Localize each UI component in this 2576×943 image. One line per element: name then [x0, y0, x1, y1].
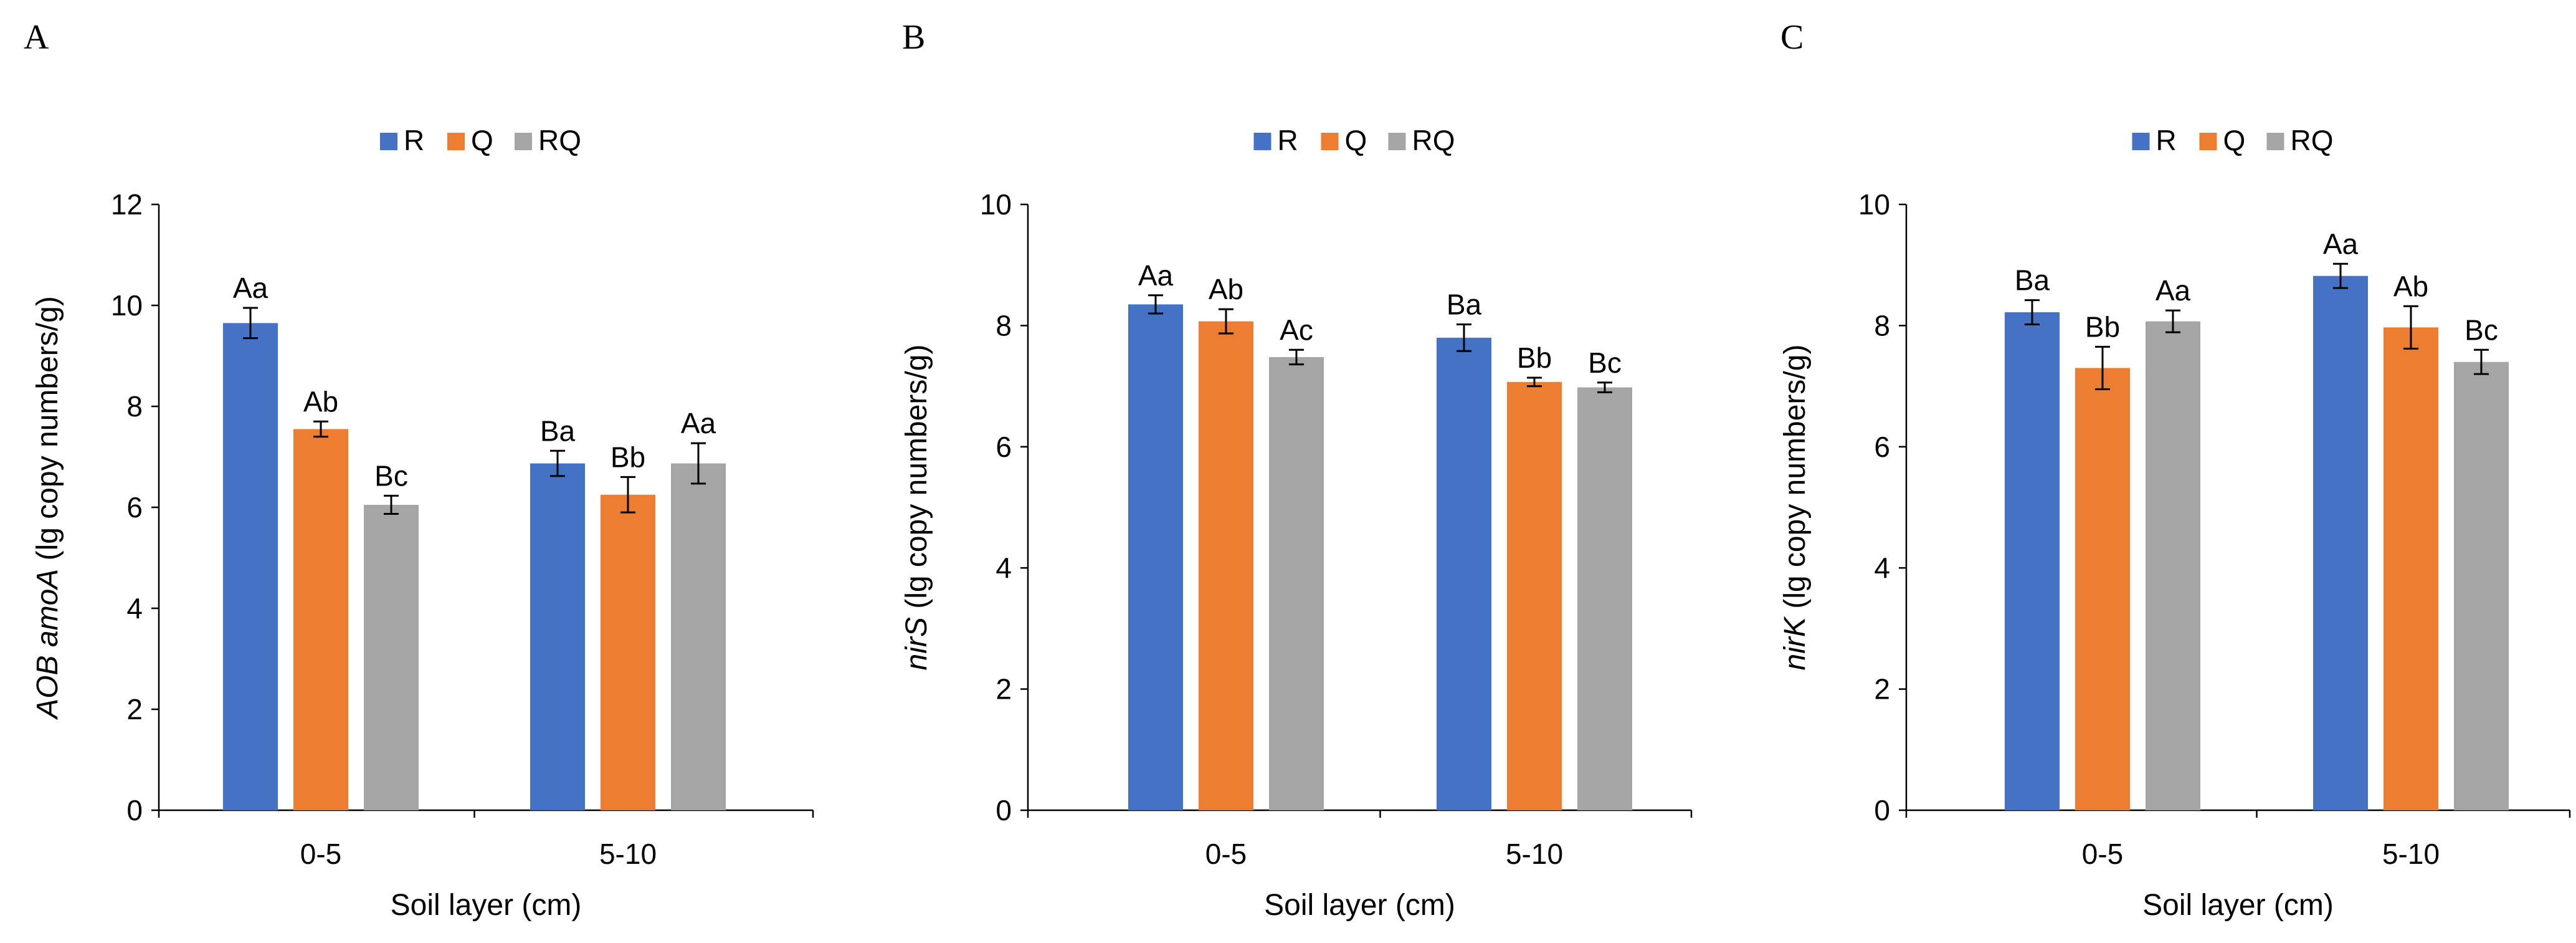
bar-rq [2454, 361, 2509, 810]
data-label: Ba [1447, 288, 1482, 320]
data-label: Ba [2015, 264, 2050, 297]
legend-swatch-r [380, 133, 397, 150]
bar-r [2005, 312, 2060, 810]
y-axis-title: nirS (lg copy numbers/g) [900, 345, 933, 671]
legend-label-rq: RQ [538, 124, 581, 156]
y-tick-label: 0 [1874, 794, 1890, 826]
y-tick-label: 2 [126, 693, 143, 725]
data-label: Ba [540, 414, 576, 447]
y-tick-label: 6 [996, 431, 1012, 463]
bar-rq [364, 504, 419, 810]
legend-swatch-rq [1388, 133, 1406, 150]
legend-swatch-r [2132, 133, 2150, 150]
legend-label-q: Q [471, 124, 493, 156]
x-tick-label: 5-10 [2382, 838, 2440, 870]
data-label: Ac [1280, 314, 1313, 346]
legend-label-q: Q [1345, 124, 1367, 156]
bar-rq [1269, 357, 1324, 810]
data-label: Bb [2085, 310, 2120, 343]
bar-r [2313, 275, 2368, 810]
panel-letter: C [1780, 18, 1804, 57]
y-tick-label: 6 [1874, 431, 1890, 463]
data-label: Bc [374, 459, 408, 492]
data-label: Aa [2323, 227, 2359, 260]
y-tick-label: 8 [1874, 309, 1890, 342]
data-label: Bc [2464, 314, 2498, 346]
y-axis-title-unit: (lg copy numbers/g) [1779, 345, 1812, 618]
x-axis-title: Soil layer (cm) [391, 889, 582, 922]
bar-q [293, 429, 348, 810]
y-tick-label: 4 [1874, 552, 1890, 584]
y-axis-title-gene: nirK [1779, 616, 1812, 670]
x-tick-label: 0-5 [300, 838, 341, 870]
data-label: Bc [1588, 347, 1622, 379]
legend-swatch-rq [515, 133, 532, 150]
legend-swatch-r [1253, 133, 1271, 150]
bar-q [2075, 368, 2130, 810]
y-tick-label: 2 [996, 673, 1012, 706]
x-tick-label: 5-10 [599, 838, 657, 870]
data-label: Aa [233, 272, 269, 304]
y-tick-label: 8 [126, 390, 143, 423]
legend-label-r: R [404, 124, 424, 156]
bar-r [223, 323, 278, 810]
bar-q [601, 494, 655, 810]
legend-label-rq: RQ [1412, 124, 1455, 156]
bar-q [1507, 381, 1562, 810]
x-axis-title: Soil layer (cm) [2142, 889, 2334, 922]
y-axis-title-unit: (lg copy numbers/g) [31, 296, 64, 569]
bar-r [530, 463, 585, 810]
x-tick-label: 5-10 [1506, 838, 1563, 870]
y-tick-label: 0 [126, 794, 143, 826]
bar-q [1199, 321, 1253, 810]
y-axis-title: AOB amoA (lg copy numbers/g) [31, 296, 64, 720]
y-axis-title-gene: AOB amoA [31, 569, 64, 720]
panel-letter: A [24, 18, 49, 57]
data-label: Ab [1209, 273, 1243, 305]
bar-rq [1577, 387, 1632, 810]
legend-swatch-q [2199, 133, 2217, 150]
y-tick-label: 10 [111, 289, 143, 322]
legend-label-q: Q [2223, 124, 2246, 156]
panel-letter: B [902, 18, 925, 57]
y-tick-label: 2 [1874, 673, 1890, 706]
legend-swatch-rq [2266, 133, 2284, 150]
y-tick-label: 10 [1858, 188, 1890, 221]
y-tick-label: 0 [996, 794, 1012, 826]
y-tick-label: 10 [980, 188, 1012, 221]
y-axis-title-unit: (lg copy numbers/g) [900, 345, 933, 618]
y-axis-title-gene: nirS [900, 617, 933, 670]
y-tick-label: 4 [996, 552, 1012, 584]
legend-swatch-q [447, 133, 465, 150]
y-tick-label: 8 [996, 309, 1012, 342]
data-label: Ab [303, 385, 338, 418]
bar-q [2384, 327, 2438, 810]
y-axis-title: nirK (lg copy numbers/g) [1779, 345, 1812, 671]
data-label: Bb [611, 441, 645, 473]
data-label: Aa [681, 407, 716, 439]
y-tick-label: 4 [126, 592, 143, 625]
legend-label-r: R [1278, 124, 1298, 156]
data-label: Aa [2155, 274, 2191, 307]
y-tick-label: 12 [111, 188, 143, 221]
y-tick-label: 6 [126, 491, 143, 524]
data-label: Bb [1517, 342, 1552, 374]
legend-swatch-q [1321, 133, 1339, 150]
data-label: Ab [2393, 270, 2428, 302]
x-tick-label: 0-5 [1205, 838, 1247, 870]
x-axis-title: Soil layer (cm) [1264, 889, 1455, 922]
bar-rq [2146, 321, 2200, 810]
bar-r [1128, 304, 1183, 810]
data-label: Aa [1138, 259, 1174, 292]
legend-label-r: R [2156, 124, 2177, 156]
legend-label-rq: RQ [2291, 124, 2334, 156]
bar-rq [671, 463, 726, 810]
x-tick-label: 0-5 [2082, 838, 2123, 870]
bar-r [1437, 337, 1491, 810]
